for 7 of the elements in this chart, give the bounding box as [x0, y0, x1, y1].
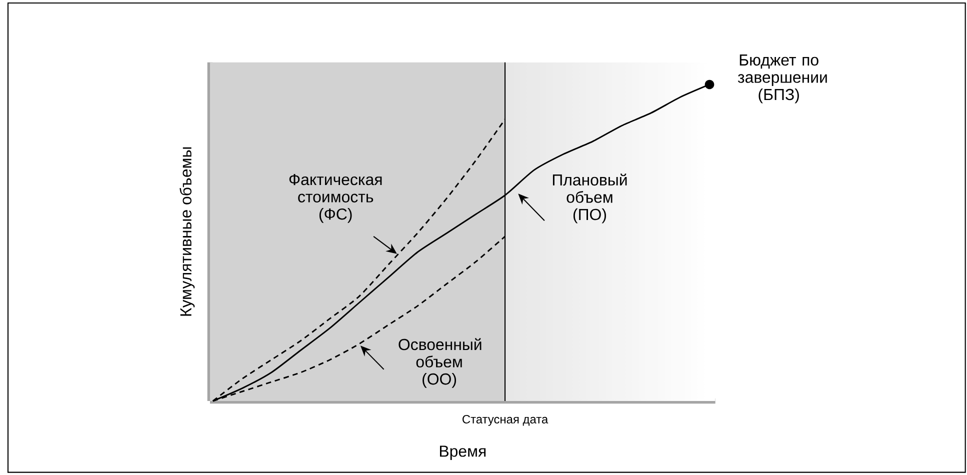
text: Статусная дата	[462, 415, 548, 426]
x-axis-title: Время	[440, 446, 486, 460]
annotation: Фактическая стоимость (ФС)	[289, 174, 382, 223]
y-axis-title: Кумулятивные объемы	[180, 147, 195, 316]
annotation: Освоенный объем (ОО)	[398, 338, 482, 388]
annotation: Плановый объем (ПО)	[552, 174, 627, 224]
text: Бюджет по завершении (БПЗ)	[738, 54, 827, 104]
